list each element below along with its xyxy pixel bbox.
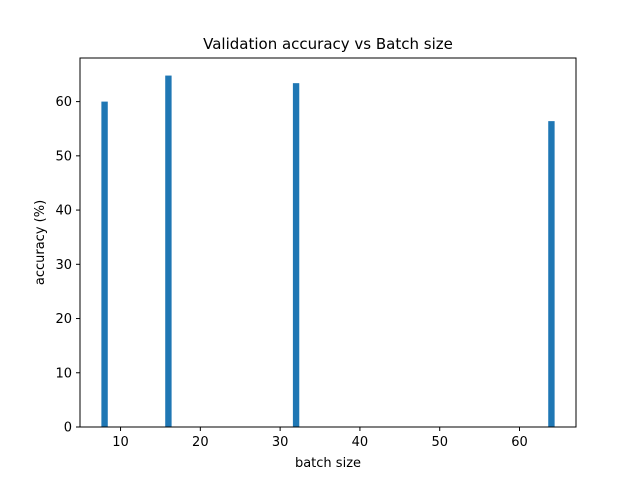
y-axis-ticks: 0 10 20 30 40 50 60 — [55, 95, 80, 436]
x-tick-label: 50 — [431, 435, 448, 450]
y-axis-label: accuracy (%) — [33, 200, 48, 285]
bar-batch-16 — [165, 75, 172, 428]
bar-batch-64 — [548, 121, 555, 427]
y-tick-label: 60 — [55, 95, 72, 110]
y-tick-label: 30 — [55, 258, 72, 273]
x-axis-ticks: 10 20 30 40 50 60 — [112, 427, 528, 450]
x-tick-label: 10 — [112, 435, 129, 450]
x-tick-label: 20 — [192, 435, 209, 450]
y-tick-label: 40 — [55, 204, 72, 219]
y-tick-label: 20 — [55, 312, 72, 327]
y-tick-label: 0 — [64, 421, 72, 436]
x-tick-label: 60 — [511, 435, 528, 450]
chart-title: Validation accuracy vs Batch size — [203, 35, 453, 53]
plot-frame — [79, 57, 577, 428]
y-tick-label: 50 — [55, 149, 72, 164]
x-tick-label: 30 — [272, 435, 289, 450]
y-tick-label: 10 — [55, 366, 72, 381]
x-tick-label: 40 — [352, 435, 369, 450]
bars-group — [101, 75, 555, 428]
bar-batch-8 — [101, 101, 108, 427]
bar-batch-32 — [292, 83, 300, 427]
x-axis-label: batch size — [295, 456, 361, 471]
